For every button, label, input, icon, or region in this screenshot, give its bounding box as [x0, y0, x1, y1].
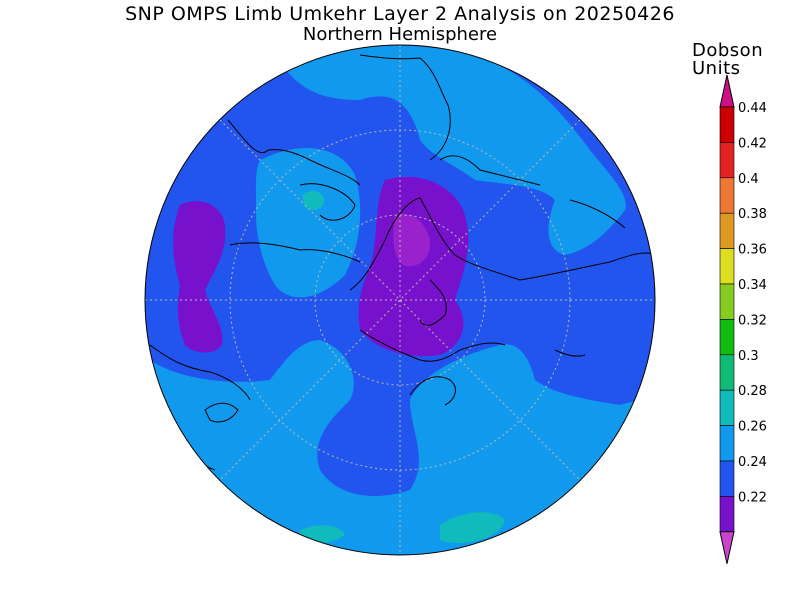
colorbar-band — [719, 283, 735, 320]
contour-region-central-core — [393, 213, 431, 267]
contour-region-central-low — [358, 176, 469, 357]
colorbar-band — [719, 248, 735, 285]
colorbar-band — [719, 389, 735, 426]
contour-region-northwest — [255, 148, 361, 298]
colorbar-band — [719, 177, 735, 214]
colorbar-tick-label: 0.24 — [738, 455, 767, 470]
colorbar-tick-label: 0.26 — [738, 420, 767, 435]
colorbar-tick-label: 0.44 — [738, 101, 767, 116]
colorbar-tick-label: 0.4 — [738, 172, 759, 187]
colorbar-band — [719, 496, 735, 533]
colorbar-tick-label: 0.42 — [738, 136, 767, 151]
contour-region-west-low — [173, 201, 226, 353]
contour-region-south — [145, 340, 655, 555]
colorbar-band — [719, 354, 735, 391]
map-title: SNP OMPS Limb Umkehr Layer 2 Analysis on… — [125, 3, 675, 25]
colorbar-tick-label: 0.22 — [738, 490, 767, 505]
colorbar-tick-label: 0.38 — [738, 207, 767, 222]
colorbar-tick-label: 0.36 — [738, 243, 767, 258]
contour-region-teal-2 — [440, 512, 505, 544]
map-subtitle: Northern Hemisphere — [302, 24, 498, 45]
colorbar-band — [719, 425, 735, 462]
colorbar-band — [719, 142, 735, 179]
contour-region-north — [270, 45, 626, 255]
colorbar-units-line1: Dobson — [692, 40, 764, 61]
map-border — [144, 44, 656, 556]
colorbar-tick-label: 0.32 — [738, 313, 767, 328]
colorbar-band — [719, 106, 735, 143]
colorbar-units-line2: Units — [692, 58, 741, 79]
colorbar-band — [719, 319, 735, 356]
colorbar-bottom-arrow — [719, 531, 735, 564]
colorbar-tick-label: 0.34 — [738, 278, 767, 293]
graticule — [145, 45, 655, 555]
colorbar-top-arrow — [719, 74, 735, 108]
colorbar-band — [719, 460, 735, 497]
colorbar-tick-label: 0.28 — [738, 384, 767, 399]
colorbar-tick-label: 0.3 — [738, 349, 759, 364]
colorbar-band — [719, 212, 735, 249]
contour-region-teal-1 — [302, 190, 324, 211]
